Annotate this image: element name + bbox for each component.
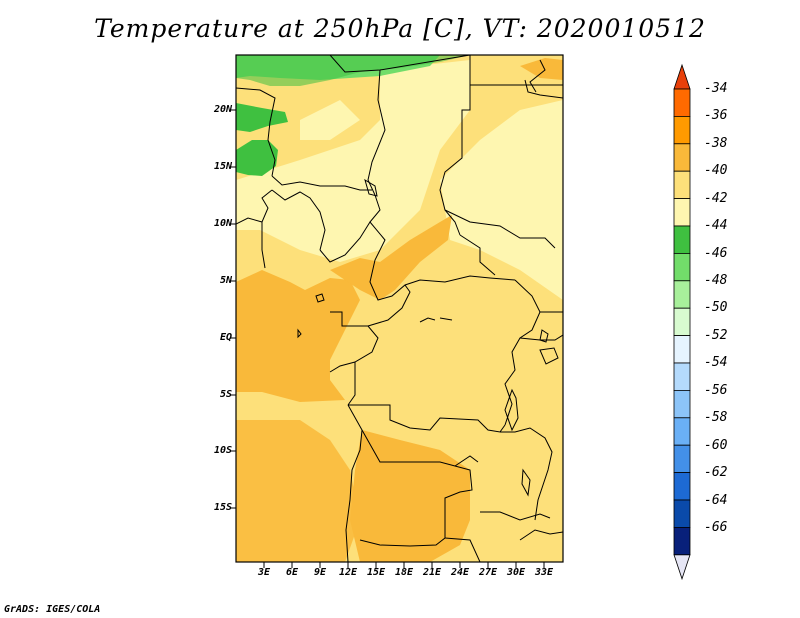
- colorbar-tip-low: [673, 554, 691, 581]
- colorbar-label: -36: [704, 108, 728, 123]
- lon-label-21e: 21E: [422, 567, 442, 578]
- lon-label-27e: 27E: [478, 567, 498, 578]
- colorbar-swatch: [673, 389, 691, 419]
- colorbar-swatch: [673, 527, 691, 556]
- lon-label-12e: 12E: [338, 567, 358, 578]
- colorbar-label: -34: [704, 81, 728, 96]
- colorbar-swatch: [673, 88, 691, 117]
- colorbar-label: -58: [704, 410, 728, 425]
- colorbar-label: -66: [704, 520, 728, 535]
- colorbar-swatch: [673, 335, 691, 364]
- lat-label-eq: EQ: [219, 332, 232, 343]
- colorbar-label: -62: [704, 465, 728, 480]
- lat-label-15s: 15S: [213, 502, 232, 513]
- colorbar-label: -56: [704, 383, 728, 398]
- lon-label-3e: 3E: [257, 567, 271, 578]
- colorbar-label: -42: [704, 191, 728, 206]
- chart-title: Temperature at 250hPa [C], VT: 202001051…: [94, 14, 706, 43]
- colorbar-swatch: [673, 225, 691, 254]
- lon-label-24e: 24E: [450, 567, 470, 578]
- colorbar-label: -60: [704, 438, 728, 453]
- colorbar-swatch: [673, 417, 691, 446]
- colorbar-swatch: [673, 472, 691, 501]
- colorbar-label: -40: [704, 163, 728, 178]
- colorbar-swatch: [673, 499, 691, 528]
- lon-label-6e: 6E: [285, 567, 299, 578]
- lat-label-20n: 20N: [213, 104, 232, 115]
- colorbar-label: -44: [704, 218, 728, 233]
- colorbar-swatch: [673, 143, 691, 172]
- lon-label-30e: 30E: [506, 567, 526, 578]
- temperature-field: [236, 55, 563, 562]
- colorbar-label: -50: [704, 300, 728, 315]
- lon-label-18e: 18E: [394, 567, 414, 578]
- lat-label-15n: 15N: [213, 161, 232, 172]
- colorbar-label: -48: [704, 273, 728, 288]
- lat-label-10n: 10N: [213, 218, 232, 229]
- lon-label-9e: 9E: [313, 567, 327, 578]
- lat-label-5n: 5N: [219, 275, 232, 286]
- colorbar-label: -52: [704, 328, 728, 343]
- grads-credit: GrADS: IGES/COLA: [4, 604, 101, 615]
- map-frame: [235, 54, 564, 563]
- colorbar-swatch: [673, 252, 691, 282]
- colorbar-tip-high: [673, 63, 691, 90]
- colorbar: [673, 63, 691, 581]
- colorbar-swatch: [673, 307, 691, 337]
- colorbar-swatch: [673, 116, 691, 145]
- colorbar-swatch: [673, 280, 691, 309]
- colorbar-label: -54: [704, 355, 728, 370]
- axis-ticks: [230, 109, 545, 568]
- country-borders: [236, 55, 563, 562]
- lat-label-10s: 10S: [213, 445, 232, 456]
- colorbar-swatch: [673, 198, 691, 227]
- colorbar-label: -38: [704, 136, 728, 151]
- lon-label-15e: 15E: [366, 567, 386, 578]
- lat-label-5s: 5S: [219, 389, 232, 400]
- colorbar-label: -64: [704, 493, 728, 508]
- colorbar-swatch: [673, 362, 691, 391]
- colorbar-swatch: [673, 170, 691, 199]
- colorbar-label: -46: [704, 246, 728, 261]
- lon-label-33e: 33E: [534, 567, 554, 578]
- colorbar-swatch: [673, 444, 691, 474]
- lake-outlines: [297, 178, 559, 497]
